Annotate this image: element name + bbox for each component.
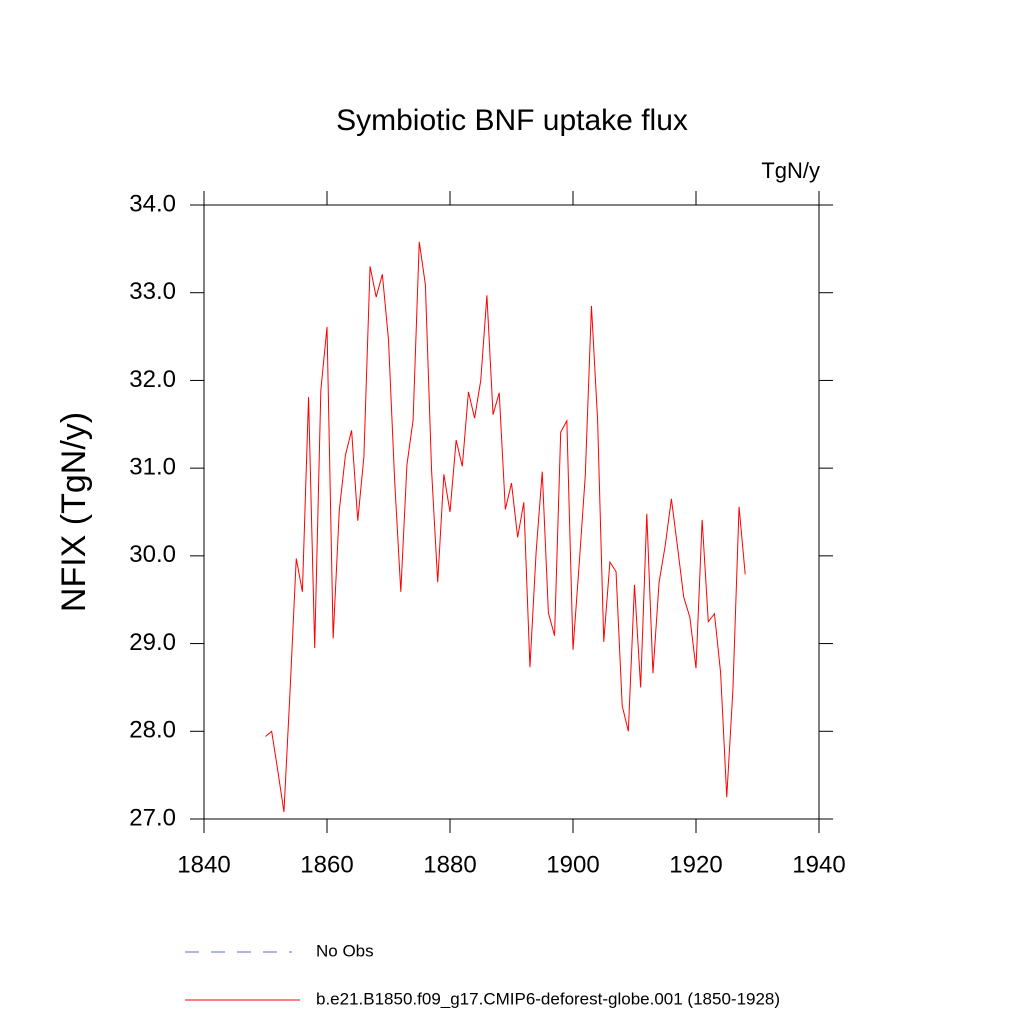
y-tick-label: 34.0	[129, 190, 176, 217]
x-tick-label: 1920	[669, 851, 722, 878]
x-tick-label: 1840	[177, 851, 230, 878]
y-tick-label: 30.0	[129, 541, 176, 568]
y-tick-label: 27.0	[129, 804, 176, 831]
y-tick-label: 32.0	[129, 366, 176, 393]
y-tick-label: 28.0	[129, 717, 176, 744]
x-tick-label: 1860	[300, 851, 353, 878]
plot-frame	[203, 204, 820, 820]
y-tick-label: 31.0	[129, 453, 176, 480]
chart-title: Symbiotic BNF uptake flux	[336, 104, 688, 137]
legend-label: No Obs	[316, 941, 374, 960]
x-tick-label: 1940	[792, 851, 845, 878]
x-tick-label: 1880	[423, 851, 476, 878]
y-tick-label: 33.0	[129, 278, 176, 305]
y-axis-label: NFIX (TgN/y)	[55, 412, 93, 612]
x-tick-label: 1900	[546, 851, 599, 878]
data-line	[265, 241, 746, 813]
units-label: TgN/y	[761, 158, 820, 183]
legend-label: b.e21.B1850.f09_g17.CMIP6-deforest-globe…	[316, 989, 780, 1008]
y-tick-label: 29.0	[129, 629, 176, 656]
